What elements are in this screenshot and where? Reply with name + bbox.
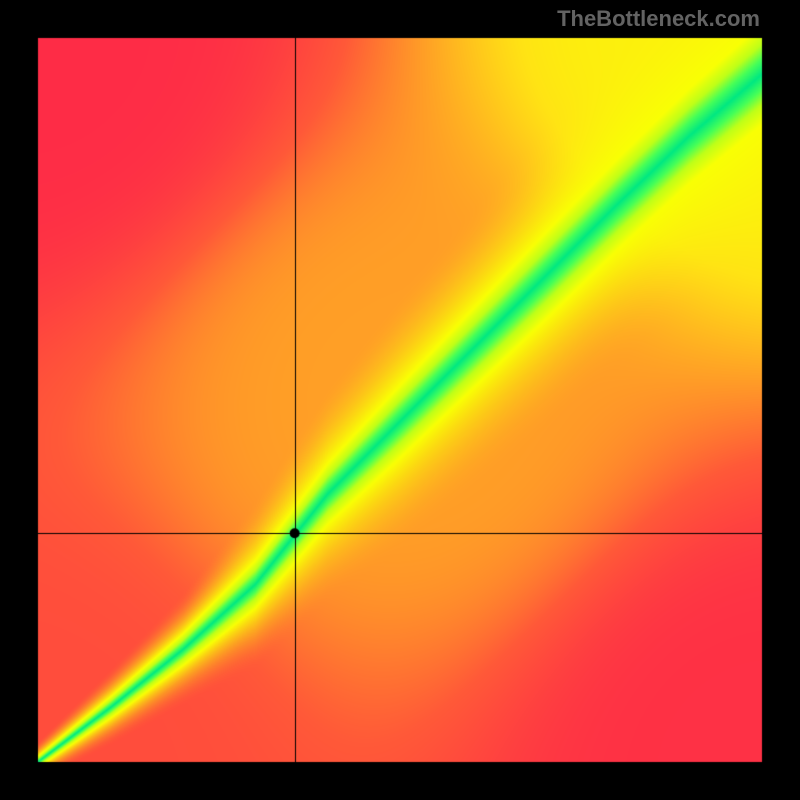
chart-container: TheBottleneck.com (0, 0, 800, 800)
bottleneck-heatmap (0, 0, 800, 800)
watermark-text: TheBottleneck.com (557, 6, 760, 32)
